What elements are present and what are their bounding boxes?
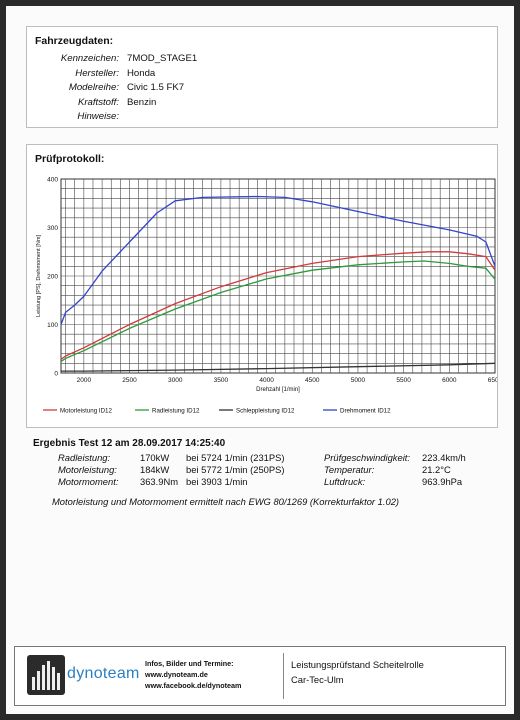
vehicle-row-label: Kraftstoff:: [77, 96, 119, 108]
vehicle-rows: Kennzeichen: 7MOD_STAGE1 Hersteller: Honda M…: [27, 27, 497, 127]
vehicle-row-value: Civic 1.5 FK7: [127, 82, 185, 93]
legend-label-dreh: Drehmoment ID12: [340, 407, 391, 414]
x-tick-label: 3000: [168, 377, 183, 384]
result-detail: bei 5772 1/min (250PS): [186, 464, 285, 475]
result-detail: bei 3903 1/min: [186, 476, 248, 487]
result-label: Motormoment:: [58, 476, 119, 487]
y-tick-label: 200: [47, 274, 58, 281]
x-tick-label: 5500: [396, 377, 411, 384]
y-tick-label: 400: [47, 177, 58, 184]
dynoteam-logo-icon: [27, 655, 65, 695]
footer-right-line1: Leistungsprüfstand Scheitelrolle: [291, 659, 424, 670]
series-line-rad: [60, 260, 496, 362]
legend-label-schlepp: Schleppleistung ID12: [236, 407, 295, 414]
env-label: Luftdruck:: [324, 476, 366, 487]
result-value: 184kW: [140, 464, 170, 475]
vehicle-row-label: Kennzeichen:: [60, 53, 119, 64]
y-tick-label: 100: [47, 322, 58, 329]
footer-box: dynoteam Infos, Bilder und Termine: www.…: [14, 646, 506, 706]
vehicle-row-label: Hersteller:: [75, 67, 119, 79]
footer-info-line3: www.facebook.de/dynoteam: [145, 681, 242, 690]
series-line-schlepp: [61, 362, 496, 372]
x-tick-label: 4000: [259, 377, 274, 384]
vehicle-row-value: Honda: [127, 67, 156, 79]
env-value: 963.9hPa: [422, 476, 463, 487]
env-label: Prüfgeschwindigkeit:: [324, 452, 410, 463]
result-detail: bei 5724 1/min (231PS): [186, 452, 285, 463]
y-tick-label: 300: [47, 225, 58, 232]
results-note: Motorleistung und Motormoment ermittelt …: [52, 496, 400, 507]
result-label: Motorleistung:: [58, 464, 117, 475]
vehicle-data-title: Fahrzeugdaten:: [35, 35, 114, 47]
dyno-report-sheet: Fahrzeugdaten: Kennzeichen: 7MOD_STAGE1 He…: [6, 6, 514, 714]
x-tick-label: 6000: [442, 377, 457, 384]
results-title: Ergebnis Test 12 am 28.09.2017 14:25:40: [33, 438, 226, 449]
vehicle-row-value: Benzin: [127, 96, 157, 108]
legend-label-motor: Motorleistung ID12: [60, 407, 112, 414]
y-axis-label: Leistung [PS], Drehmoment [Nm]: [36, 235, 42, 318]
env-value: 223.4km/h: [422, 452, 466, 463]
protocol-title: Prüfprotokoll:: [35, 153, 105, 165]
result-label: Radleistung:: [58, 452, 111, 463]
footer-divider: [283, 653, 284, 699]
series-line-motor: [60, 251, 496, 360]
y-tick-label: 0: [54, 371, 58, 378]
env-label: Temperatur:: [324, 464, 375, 475]
footer-info-line2: www.dynoteam.de: [145, 670, 208, 679]
logo-text: dynoteam: [67, 665, 140, 682]
result-value: 363.9Nm: [140, 476, 179, 487]
footer-right-line2: Car-Tec-Ulm: [291, 674, 344, 685]
vehicle-row-label: Hinweise:: [77, 111, 119, 122]
x-tick-label: 2000: [77, 377, 92, 384]
x-axis-label: Drehzahl [1/min]: [256, 387, 300, 393]
legend-label-rad: Radleistung ID12: [152, 407, 200, 414]
series-line-dreh: [60, 195, 496, 325]
x-tick-label: 3500: [214, 377, 229, 384]
env-value: 21.2°C: [422, 464, 451, 475]
protocol-box: Prüfprotokoll: 2000 2500 3000 3500 4000 4500 5…: [26, 144, 498, 428]
x-tick-label: 2500: [122, 377, 137, 384]
dyno-chart: 2000 2500 3000 3500 4000 4500 5000 5500 6000 650 0…: [36, 177, 497, 415]
x-tick-label: 5000: [351, 377, 366, 384]
vehicle-row-value: 7MOD_STAGE1: [127, 53, 198, 64]
footer-info-line1: Infos, Bilder und Termine:: [145, 659, 234, 668]
vehicle-data-box: Fahrzeugdaten: Kennzeichen: 7MOD_STAGE1 He…: [26, 26, 498, 128]
x-tick-label: 4500: [305, 377, 320, 384]
result-value: 170kW: [140, 452, 170, 463]
vehicle-row-label: Modelreihe:: [68, 82, 119, 93]
